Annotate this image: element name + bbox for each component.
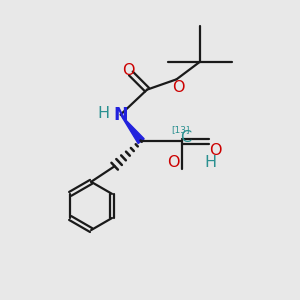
Text: N: N bbox=[113, 106, 128, 124]
Text: C: C bbox=[180, 130, 191, 145]
Text: O: O bbox=[122, 63, 135, 78]
Text: H: H bbox=[204, 155, 216, 170]
Polygon shape bbox=[121, 115, 144, 143]
Text: O: O bbox=[172, 80, 185, 95]
Text: O: O bbox=[167, 155, 180, 170]
Text: [13]: [13] bbox=[171, 125, 189, 134]
Text: H: H bbox=[98, 106, 110, 121]
Text: O: O bbox=[209, 143, 222, 158]
